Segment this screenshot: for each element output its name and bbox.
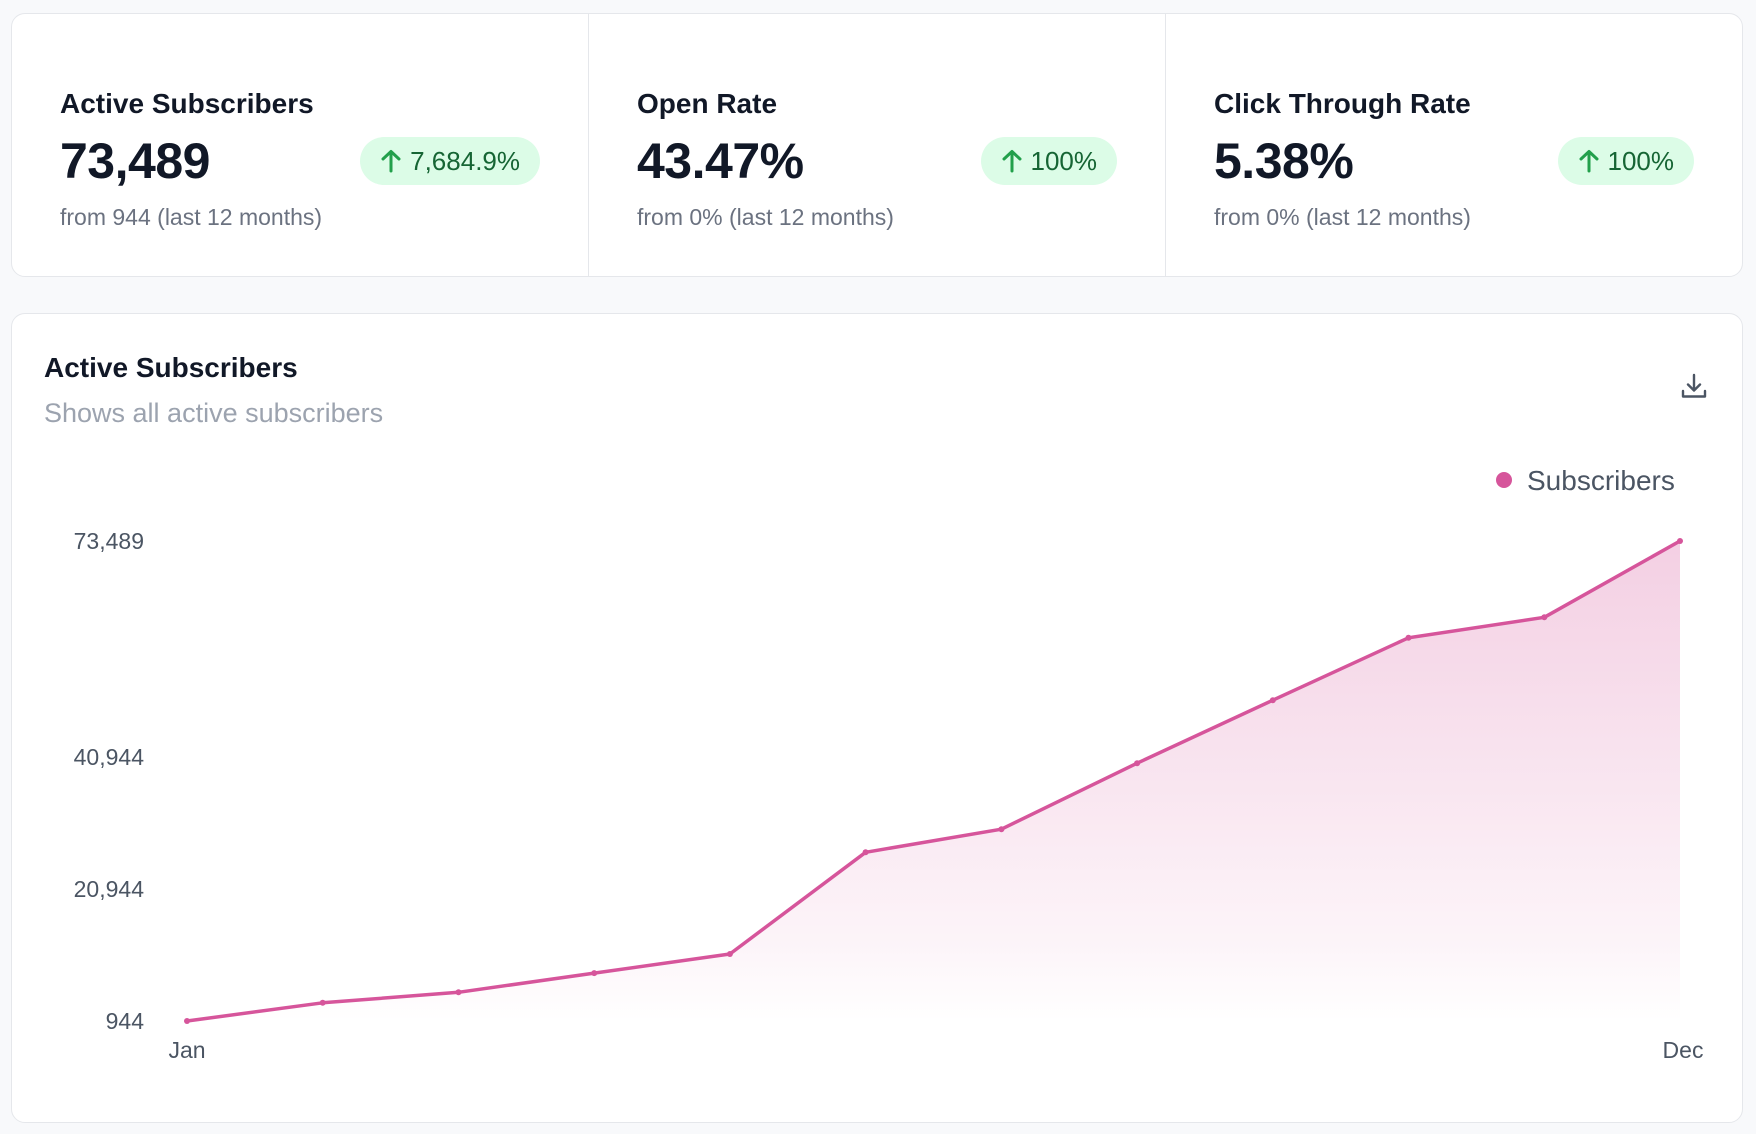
stat-row: 73,489 7,684.9% — [60, 136, 540, 186]
y-tick-label: 73,489 — [74, 528, 144, 554]
download-button[interactable] — [1676, 370, 1712, 406]
data-point[interactable] — [1541, 614, 1548, 621]
stat-value: 5.38% — [1214, 133, 1354, 189]
legend-dot — [1496, 472, 1512, 488]
data-point[interactable] — [319, 999, 326, 1006]
data-point[interactable] — [862, 849, 869, 856]
y-tick-label: 944 — [106, 1008, 145, 1034]
stat-label: Click Through Rate — [1214, 88, 1471, 119]
stat-row: 5.38% 100% — [1214, 136, 1694, 186]
data-point[interactable] — [1677, 538, 1683, 544]
series-area — [187, 541, 1680, 1021]
stats-card: Active Subscribers 73,489 7,684.9% from … — [11, 13, 1743, 277]
stat-click-through-rate: Click Through Rate 5.38% 100% from 0% (l… — [1165, 14, 1742, 276]
data-point[interactable] — [998, 826, 1005, 833]
delta-badge: 100% — [1557, 137, 1694, 185]
arrow-up-icon — [1578, 149, 1600, 173]
data-point[interactable] — [1405, 634, 1412, 641]
subscribers-chart: Subscribers 944 20,944 40,944 73,489 Jan Dec — [74, 465, 1704, 1063]
data-point[interactable] — [591, 970, 598, 977]
data-point[interactable] — [184, 1018, 190, 1024]
legend-label: Subscribers — [1527, 465, 1675, 496]
series-subscribers — [184, 538, 1683, 1024]
arrow-up-icon — [1001, 149, 1023, 173]
delta-badge: 7,684.9% — [360, 137, 540, 185]
data-point[interactable] — [1134, 760, 1141, 767]
stat-sub: from 0% (last 12 months) — [1214, 204, 1471, 230]
x-axis: Jan Dec — [168, 1037, 1703, 1063]
stat-label: Open Rate — [637, 88, 778, 119]
data-point[interactable] — [726, 951, 733, 957]
x-tick-label: Jan — [168, 1037, 205, 1063]
y-tick-label: 20,944 — [74, 876, 145, 902]
stat-sub: from 944 (last 12 months) — [60, 204, 323, 230]
delta-value: 7,684.9% — [410, 145, 520, 176]
stat-value: 43.47% — [637, 133, 804, 189]
stat-open-rate: Open Rate 43.47% 100% from 0% (last 12 m… — [588, 14, 1165, 276]
data-point[interactable] — [455, 989, 462, 996]
delta-value: 100% — [1030, 145, 1098, 176]
y-tick-label: 40,944 — [74, 744, 145, 770]
series-line — [185, 539, 1682, 1023]
delta-badge: 100% — [980, 137, 1117, 185]
x-tick-label: Dec — [1663, 1037, 1704, 1063]
y-axis: 944 20,944 40,944 73,489 — [74, 528, 145, 1034]
chart-subtitle: Shows all active subscribers — [44, 398, 384, 428]
data-point[interactable] — [1269, 697, 1276, 704]
download-icon — [1679, 371, 1709, 406]
stat-value: 73,489 — [60, 133, 210, 189]
stat-active-subscribers: Active Subscribers 73,489 7,684.9% from … — [12, 14, 588, 276]
stat-label: Active Subscribers — [60, 88, 314, 119]
stat-row: 43.47% 100% — [637, 136, 1117, 186]
delta-value: 100% — [1607, 145, 1675, 176]
chart-card: Active Subscribers Shows all active subs… — [11, 313, 1743, 1123]
arrow-up-icon — [380, 149, 402, 173]
stat-sub: from 0% (last 12 months) — [637, 204, 894, 230]
chart-legend: Subscribers — [1496, 465, 1675, 496]
chart-title: Active Subscribers — [44, 352, 298, 383]
